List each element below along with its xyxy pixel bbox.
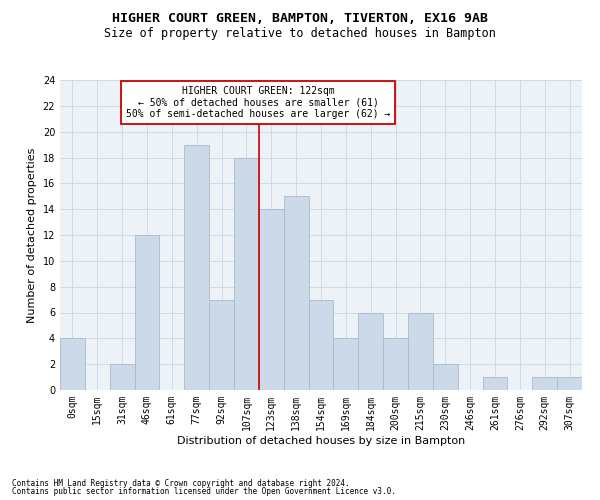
Bar [308, 300, 334, 390]
Bar [358, 312, 383, 390]
Bar [383, 338, 408, 390]
Bar [557, 377, 582, 390]
Bar [60, 338, 85, 390]
Bar [482, 377, 508, 390]
Bar [234, 158, 259, 390]
Text: HIGHER COURT GREEN: 122sqm
← 50% of detached houses are smaller (61)
50% of semi: HIGHER COURT GREEN: 122sqm ← 50% of deta… [126, 86, 391, 120]
Bar [134, 235, 160, 390]
Text: Contains HM Land Registry data © Crown copyright and database right 2024.: Contains HM Land Registry data © Crown c… [12, 478, 350, 488]
Text: HIGHER COURT GREEN, BAMPTON, TIVERTON, EX16 9AB: HIGHER COURT GREEN, BAMPTON, TIVERTON, E… [112, 12, 488, 26]
Bar [433, 364, 458, 390]
Bar [184, 144, 209, 390]
Bar [334, 338, 358, 390]
Bar [209, 300, 234, 390]
Bar [110, 364, 134, 390]
Bar [284, 196, 308, 390]
Text: Size of property relative to detached houses in Bampton: Size of property relative to detached ho… [104, 28, 496, 40]
Bar [532, 377, 557, 390]
Text: Contains public sector information licensed under the Open Government Licence v3: Contains public sector information licen… [12, 487, 396, 496]
Bar [408, 312, 433, 390]
Bar [259, 209, 284, 390]
X-axis label: Distribution of detached houses by size in Bampton: Distribution of detached houses by size … [177, 436, 465, 446]
Y-axis label: Number of detached properties: Number of detached properties [27, 148, 37, 322]
